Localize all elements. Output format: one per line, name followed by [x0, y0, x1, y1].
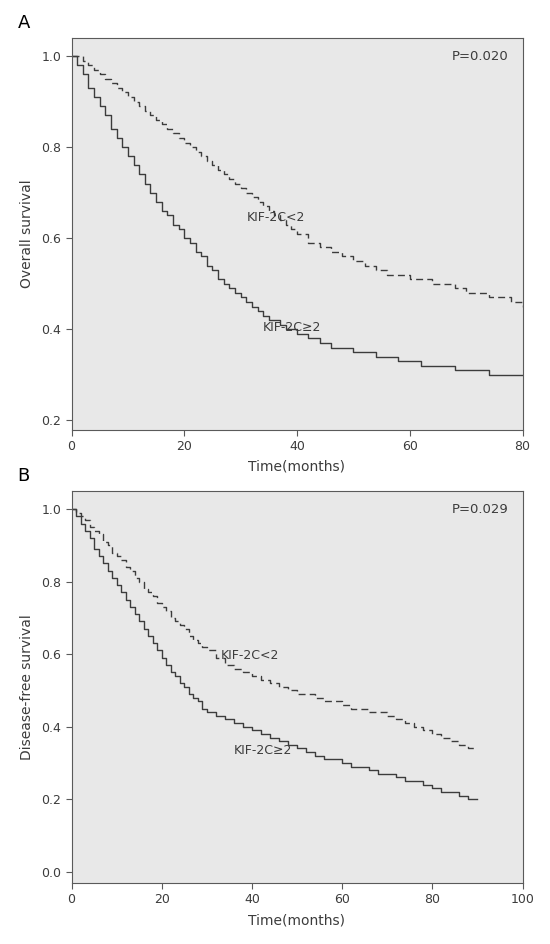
Text: KIF-2C≥2: KIF-2C≥2 [263, 321, 322, 333]
Text: P=0.029: P=0.029 [452, 502, 509, 515]
Text: A: A [18, 14, 30, 32]
Text: KIF-2C<2: KIF-2C<2 [246, 211, 305, 224]
X-axis label: Time(months): Time(months) [249, 460, 345, 474]
Text: P=0.020: P=0.020 [452, 49, 509, 62]
Y-axis label: Disease-free survival: Disease-free survival [20, 614, 34, 760]
Y-axis label: Overall survival: Overall survival [20, 179, 34, 288]
Text: KIF-2C≥2: KIF-2C≥2 [234, 744, 292, 757]
Text: B: B [18, 467, 30, 485]
Text: KIF-2C<2: KIF-2C<2 [221, 649, 279, 663]
X-axis label: Time(months): Time(months) [249, 913, 345, 927]
